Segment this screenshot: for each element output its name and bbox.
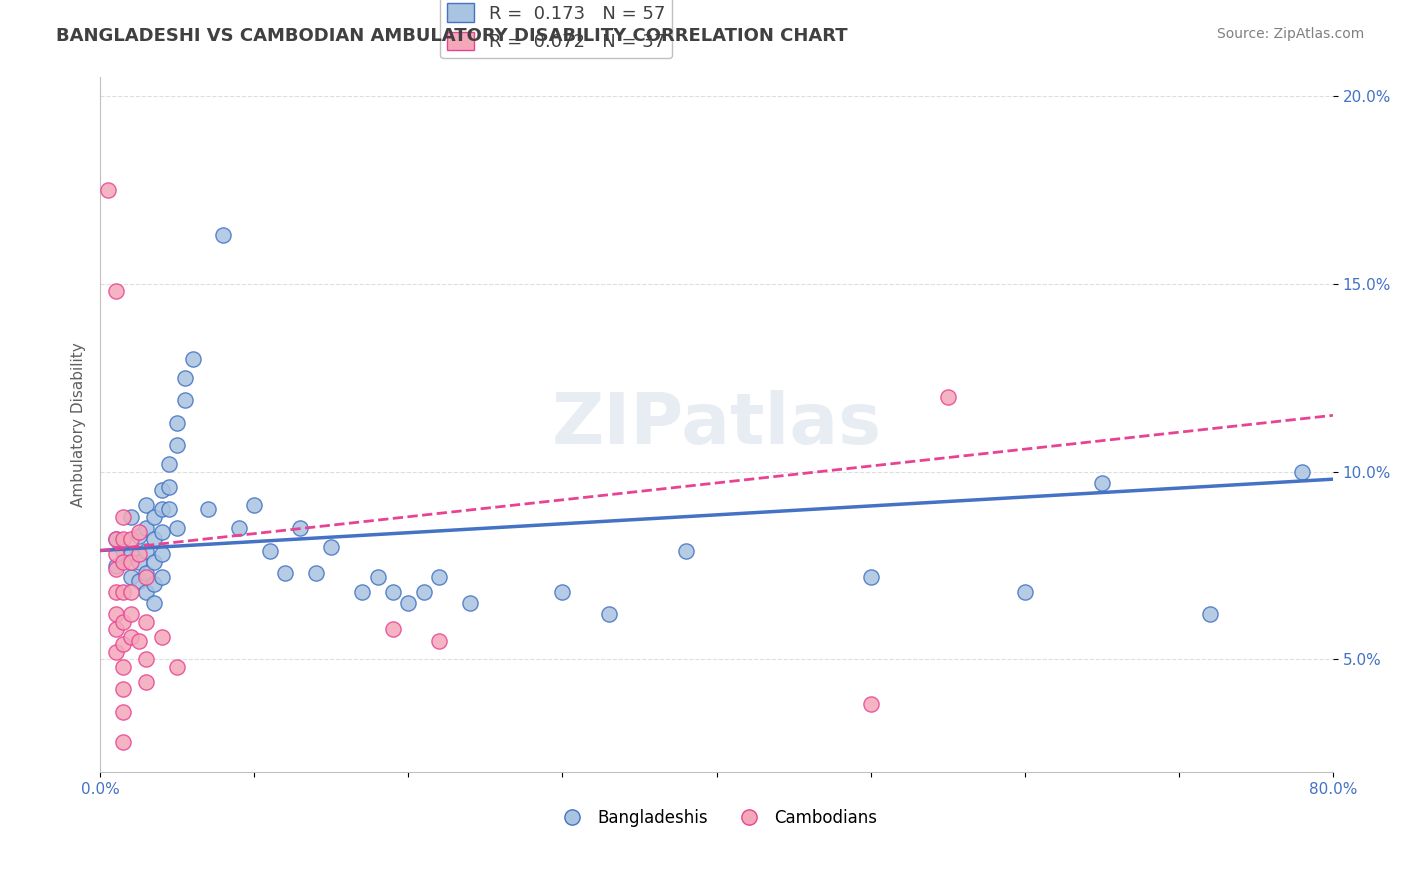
Point xyxy=(112,584,135,599)
Point xyxy=(143,596,166,610)
Point xyxy=(212,228,235,243)
Point xyxy=(197,502,219,516)
Point xyxy=(228,521,250,535)
Point xyxy=(173,393,195,408)
Point xyxy=(128,574,150,588)
Point xyxy=(97,183,120,197)
Point xyxy=(1014,584,1036,599)
Point xyxy=(120,509,142,524)
Point xyxy=(112,705,135,719)
Text: ZIPatlas: ZIPatlas xyxy=(551,390,882,459)
Point xyxy=(120,547,142,561)
Point xyxy=(128,555,150,569)
Y-axis label: Ambulatory Disability: Ambulatory Disability xyxy=(72,343,86,508)
Point xyxy=(104,533,127,547)
Point xyxy=(120,570,142,584)
Point xyxy=(150,547,173,561)
Point xyxy=(112,735,135,749)
Point xyxy=(128,547,150,561)
Point xyxy=(128,633,150,648)
Point xyxy=(104,547,127,561)
Point xyxy=(104,558,127,573)
Point xyxy=(551,584,574,599)
Point xyxy=(104,285,127,299)
Point xyxy=(458,596,481,610)
Point xyxy=(135,566,157,580)
Point xyxy=(166,660,188,674)
Point xyxy=(412,584,434,599)
Point xyxy=(150,502,173,516)
Point xyxy=(104,562,127,576)
Point xyxy=(135,543,157,558)
Point xyxy=(1091,475,1114,490)
Point xyxy=(135,499,157,513)
Point xyxy=(305,566,328,580)
Point xyxy=(381,584,404,599)
Point xyxy=(120,584,142,599)
Point xyxy=(159,480,181,494)
Point xyxy=(135,652,157,666)
Point xyxy=(120,555,142,569)
Point xyxy=(104,607,127,622)
Point xyxy=(675,543,697,558)
Point xyxy=(150,570,173,584)
Point xyxy=(112,555,135,569)
Point xyxy=(112,509,135,524)
Text: Source: ZipAtlas.com: Source: ZipAtlas.com xyxy=(1216,27,1364,41)
Point xyxy=(112,533,135,547)
Point xyxy=(159,457,181,471)
Point xyxy=(104,623,127,637)
Point xyxy=(150,630,173,644)
Point xyxy=(159,502,181,516)
Point xyxy=(135,584,157,599)
Point xyxy=(427,570,450,584)
Point xyxy=(135,675,157,690)
Point xyxy=(1198,607,1220,622)
Point xyxy=(381,623,404,637)
Point xyxy=(112,615,135,629)
Point xyxy=(243,499,266,513)
Point xyxy=(120,607,142,622)
Point xyxy=(259,543,281,558)
Point xyxy=(936,390,959,404)
Point xyxy=(290,521,312,535)
Text: BANGLADESHI VS CAMBODIAN AMBULATORY DISABILITY CORRELATION CHART: BANGLADESHI VS CAMBODIAN AMBULATORY DISA… xyxy=(56,27,848,45)
Point xyxy=(352,584,374,599)
Point xyxy=(104,645,127,659)
Point xyxy=(143,509,166,524)
Point xyxy=(274,566,297,580)
Point xyxy=(128,524,150,539)
Point xyxy=(166,416,188,430)
Point xyxy=(104,533,127,547)
Point xyxy=(112,637,135,651)
Point xyxy=(150,524,173,539)
Point xyxy=(112,543,135,558)
Point xyxy=(859,570,882,584)
Point xyxy=(143,577,166,591)
Point xyxy=(181,352,204,367)
Point xyxy=(143,533,166,547)
Point xyxy=(112,660,135,674)
Point xyxy=(166,521,188,535)
Point xyxy=(112,682,135,697)
Point xyxy=(135,570,157,584)
Point xyxy=(143,555,166,569)
Point xyxy=(427,633,450,648)
Point xyxy=(135,521,157,535)
Point xyxy=(396,596,419,610)
Point xyxy=(598,607,620,622)
Point xyxy=(120,533,142,547)
Point xyxy=(366,570,388,584)
Point xyxy=(1291,465,1313,479)
Point xyxy=(120,630,142,644)
Point xyxy=(166,438,188,452)
Point xyxy=(135,615,157,629)
Point xyxy=(150,483,173,498)
Point xyxy=(173,371,195,385)
Point xyxy=(104,584,127,599)
Point xyxy=(321,540,343,554)
Point xyxy=(859,698,882,712)
Legend: Bangladeshis, Cambodians: Bangladeshis, Cambodians xyxy=(548,802,884,833)
Point xyxy=(128,528,150,542)
